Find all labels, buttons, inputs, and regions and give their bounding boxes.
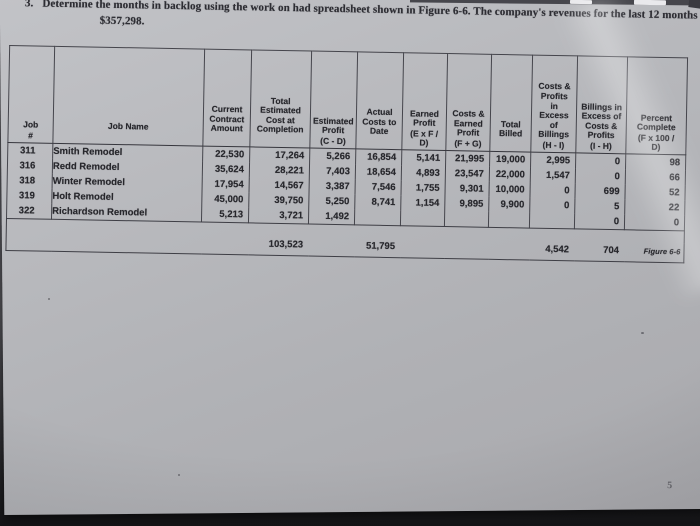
cell-contract-amount: 45,000: [201, 191, 250, 208]
col-header-earned-profit: Earned Profit (E x F / D): [401, 52, 448, 151]
cell-job-number: 322: [6, 202, 52, 220]
cell-estimated-cost: 3,721: [248, 207, 309, 225]
dust-speck: [48, 298, 50, 300]
cell-costs-earned-profit: [444, 211, 489, 228]
col-header-current-contract-amount: Current Contract Amount: [202, 49, 252, 147]
col-header-costs-earned-profit: Costs & Earned Profit (F + G): [445, 53, 492, 152]
cell-estimated-profit: 1,492: [308, 208, 355, 225]
cell-billings-excess: 699: [574, 183, 626, 200]
cell-percent-complete: 52: [624, 184, 686, 201]
cell-costs-earned-profit: 9,301: [444, 181, 490, 197]
work-on-hand-spreadsheet-table: Job # Job Name Current Contract Amount To…: [5, 44, 689, 264]
totals-empty-cell: [444, 239, 488, 259]
cell-earned-profit: 1,154: [400, 195, 445, 212]
cell-earned-profit: [400, 210, 445, 227]
cell-estimated-cost: 17,264: [249, 146, 310, 164]
cell-billings-excess: 0: [575, 152, 626, 170]
col-header-percent-complete: Percent Complete (F x 100 / D): [625, 56, 688, 155]
cell-costs-profits-excess: [529, 212, 575, 229]
cell-percent-complete: 22: [624, 199, 685, 216]
col-header-total-billed: Total Billed: [489, 54, 533, 153]
col-header-costs-profits-in-excess: Costs & Profits in Excess of Billings (H …: [530, 55, 578, 153]
cell-costs-profits-excess: 0: [529, 197, 575, 214]
cell-percent-complete: 98: [625, 153, 686, 171]
total-actual-costs: 51,795: [365, 240, 396, 253]
total-billings-excess: 704: [603, 244, 620, 257]
cell-actual-costs: [354, 209, 401, 226]
totals-empty-cell: [400, 238, 444, 258]
cell-costs-profits-excess: 1,547: [530, 167, 576, 184]
page-number: 5: [667, 480, 673, 492]
dust-speck: [178, 474, 180, 476]
cell-costs-profits-excess: 0: [529, 182, 576, 199]
cell-billings-excess: 5: [574, 198, 625, 215]
cell-job-number: 318: [7, 172, 53, 189]
problem-statement-line2: $357,298.: [99, 14, 145, 28]
cell-earned-profit: 5,141: [401, 149, 446, 167]
cell-earned-profit: 1,755: [400, 180, 446, 197]
cell-costs-earned-profit: 23,547: [445, 166, 490, 182]
cell-job-number: 316: [7, 157, 53, 174]
totals-empty-cell: [6, 231, 51, 251]
total-estimated-cost: 103,523: [268, 238, 304, 251]
cell-actual-costs: 8,741: [354, 194, 401, 211]
cell-costs-earned-profit: 21,995: [445, 150, 490, 167]
cell-percent-complete: 66: [625, 169, 686, 186]
cell-percent-complete: 0: [624, 214, 685, 231]
cell-actual-costs: 18,654: [355, 164, 402, 181]
cell-contract-amount: 22,530: [202, 146, 250, 163]
col-header-estimated-profit: Estimated Profit (C - D): [309, 51, 358, 149]
col-header-total-estimated-cost: Total Estimated Cost at Completion: [249, 49, 312, 149]
reflection-glint: [633, 0, 667, 6]
cell-total-billed: 22,000: [489, 166, 531, 183]
cell-costs-profits-excess: 2,995: [530, 152, 576, 169]
header-row: Job # Job Name Current Contract Amount To…: [7, 45, 688, 155]
cell-total-billed: [488, 211, 530, 229]
cell-job-number: 311: [7, 142, 53, 159]
cell-contract-amount: 35,624: [202, 161, 250, 178]
totals-empty-cell: [51, 232, 201, 254]
totals-empty-cell: [308, 237, 354, 257]
cell-billings-excess: 0: [574, 213, 625, 230]
cell-estimated-cost: 28,221: [249, 162, 310, 179]
cell-job-number: 319: [6, 187, 53, 204]
cell-earned-profit: 4,893: [401, 165, 446, 182]
table-header: Job # Job Name Current Contract Amount To…: [7, 45, 688, 155]
cell-contract-amount: 5,213: [201, 206, 249, 223]
cell-total-billed: 10,000: [488, 181, 531, 198]
cell-costs-earned-profit: 9,895: [444, 196, 489, 212]
col-header-actual-costs-to-date: Actual Costs to Date: [355, 51, 404, 150]
problem-number: 3.: [24, 0, 34, 10]
cell-actual-costs: 16,854: [355, 148, 402, 166]
cell-estimated-profit: 5,266: [309, 148, 356, 165]
cell-total-billed: 9,900: [488, 196, 530, 213]
total-costs-profits-excess: 4,542: [545, 243, 570, 256]
col-header-job-number: Job #: [7, 45, 55, 144]
col-header-billings-in-excess: Billings in Excess of Costs & Profits (I …: [575, 55, 628, 154]
totals-empty-cell: [488, 240, 529, 260]
cell-estimated-profit: 3,387: [309, 178, 356, 195]
cell-actual-costs: 7,546: [354, 179, 402, 196]
dust-speck: [641, 332, 644, 334]
table-body: 311 Smith Remodel 22,530 17,264 5,266 16…: [6, 142, 686, 231]
cell-estimated-cost: 14,567: [249, 177, 310, 194]
totals-empty-cell: [201, 235, 248, 255]
cell-estimated-cost: 39,750: [248, 192, 310, 209]
cell-billings-excess: 0: [575, 168, 626, 185]
cell-contract-amount: 17,954: [202, 176, 250, 193]
cell-total-billed: 19,000: [489, 151, 531, 168]
reflection-glint: [569, 0, 593, 5]
figure-caption: Figure 6-6: [643, 246, 681, 257]
col-header-job-name: Job Name: [52, 46, 205, 147]
cell-estimated-profit: 7,403: [309, 163, 356, 180]
cell-estimated-profit: 5,250: [308, 193, 355, 210]
